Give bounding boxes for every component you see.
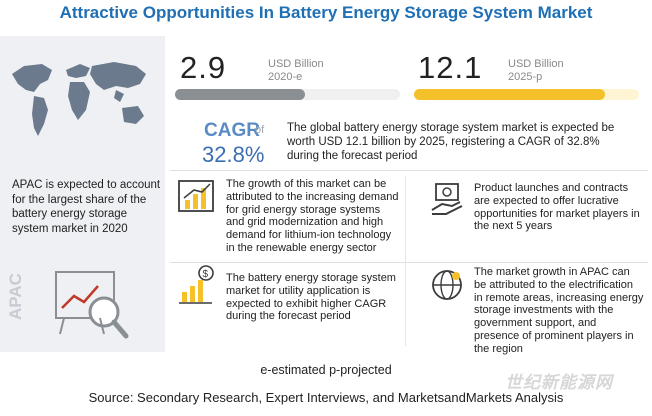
footnote: e-estimated p-projected [260, 363, 392, 377]
cagr-value: 32.8% [202, 142, 265, 167]
dollar-chart-icon: $ [179, 265, 214, 304]
watermark: 世纪新能源网 [505, 373, 613, 392]
bar-2025-fill [414, 89, 606, 100]
growth-chart-icon [178, 180, 214, 212]
apac-description: APAC is expected to account for the larg… [12, 179, 161, 235]
finding-2: Product launches and contracts are expec… [474, 182, 640, 233]
apac-vertical-label: APAC [6, 273, 25, 320]
money-hand-icon [431, 183, 463, 215]
unit-2020: USD Billion 2020-e [268, 58, 324, 84]
unit-2020-line2: 2020-e [268, 71, 303, 83]
world-map-icon [12, 62, 146, 136]
divider [170, 262, 648, 263]
cagr-description: The global battery energy storage system… [287, 122, 615, 162]
bar-2020-fill [175, 89, 305, 100]
value-2025: 12.1 [418, 50, 483, 85]
globe-icon [432, 270, 462, 300]
analysis-magnifier-icon [55, 271, 129, 339]
finding-4: The market growth in APAC can be attribu… [474, 266, 644, 355]
unit-2025: USD Billion 2025-p [508, 58, 564, 84]
unit-2025-line2: 2025-p [508, 71, 543, 83]
unit-2020-line1: USD Billion [268, 58, 324, 70]
value-2020: 2.9 [180, 50, 227, 85]
svg-text:$: $ [203, 269, 209, 280]
unit-2025-line1: USD Billion [508, 58, 564, 70]
finding-1: The growth of this market can be attribu… [226, 178, 399, 254]
divider [405, 176, 406, 346]
cagr-of: of [255, 124, 265, 136]
page-title: Attractive Opportunities In Battery Ener… [59, 3, 593, 22]
divider [170, 170, 648, 171]
finding-3: The battery energy storage system market… [226, 272, 396, 323]
source-line: Source: Secondary Research, Expert Inter… [88, 390, 564, 405]
apac-label-text: APAC [6, 273, 25, 320]
cagr-label: CAGR [204, 120, 260, 141]
